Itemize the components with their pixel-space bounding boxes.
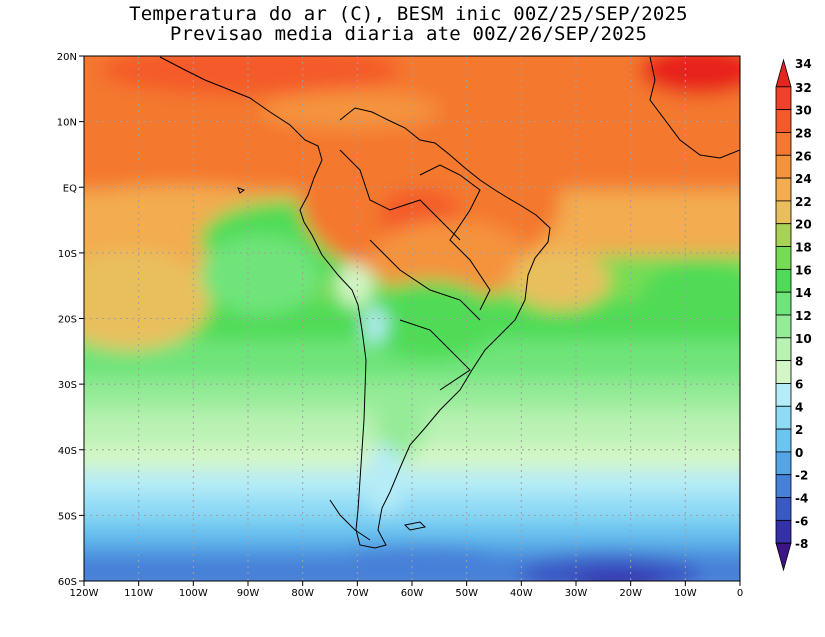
colorbar-swatch: [775, 268, 792, 293]
colorbar-swatch: [775, 314, 792, 339]
colorbar-swatch: [775, 58, 792, 88]
longitude-tick-label: 70W: [346, 588, 369, 599]
colorbar-swatch: [775, 337, 792, 362]
colorbar-swatch: [775, 497, 792, 521]
colorbar-label: 6: [795, 377, 803, 391]
longitude-axis: 120W 110W 100W 90W 80W 70W 60W 50W 40W 30W 20W 10W 0: [70, 581, 743, 599]
map-title-line-2: Previsao media diaria ate 00Z/26/SEP/202…: [169, 23, 648, 45]
colorbar-label: -6: [795, 514, 808, 528]
latitude-tick-label: 30S: [58, 380, 77, 391]
colorbar-swatch: [775, 405, 792, 430]
colorbar-swatch: [775, 451, 792, 476]
colorbar-swatch: [775, 246, 792, 270]
longitude-tick-label: 10W: [674, 588, 697, 599]
longitude-tick-label: 40W: [510, 588, 533, 599]
colorbar-label: 16: [795, 263, 812, 277]
latitude-tick-label: 10N: [57, 118, 77, 129]
colorbar-swatch: [775, 428, 792, 453]
graticule: [84, 56, 740, 581]
longitude-tick-label: 120W: [70, 588, 99, 599]
colorbar-label: 20: [795, 218, 812, 232]
colorbar-swatch: [775, 86, 792, 111]
latitude-tick-label: 40S: [58, 446, 77, 457]
colorbar-swatch: [775, 154, 792, 179]
colorbar-label: 2: [795, 423, 803, 437]
colorbar-label: 32: [795, 81, 812, 95]
colorbar-label: 24: [795, 172, 812, 186]
colorbar-label: 28: [795, 126, 812, 140]
colorbar-swatch: [775, 109, 792, 133]
colorbar-label: 18: [795, 241, 812, 255]
latitude-tick-label: 20N: [57, 52, 77, 63]
colorbar-label: -4: [795, 492, 808, 506]
coastlines: [159, 56, 740, 549]
latitude-tick-label: 10S: [58, 249, 77, 260]
colorbar-label: 34: [795, 57, 812, 71]
longitude-tick-label: 60W: [401, 588, 424, 599]
colorbar-swatch: [775, 360, 792, 384]
longitude-tick-label: 100W: [179, 588, 208, 599]
colorbar-swatch: [775, 519, 792, 544]
longitude-tick-label: 50W: [455, 588, 478, 599]
colorbar-label: 26: [795, 149, 812, 163]
latitude-axis: 20N 10N EQ 10S 20S 30S 40S 50S 60S: [57, 52, 84, 588]
longitude-tick-label: 80W: [291, 588, 314, 599]
colorbar-swatch: [775, 223, 792, 247]
colorbar-swatch: [775, 474, 792, 498]
colorbar-swatch: [775, 291, 792, 316]
colorbar-label: -8: [795, 537, 808, 551]
longitude-tick-label: 20W: [619, 588, 642, 599]
colorbar-swatch: [775, 200, 792, 225]
longitude-tick-label: 0: [737, 588, 743, 599]
colorbar-label: 30: [795, 104, 812, 118]
map-title-line-1: Temperatura do ar (C), BESM inic 00Z/25/…: [129, 3, 688, 25]
colorbar-label: -2: [795, 469, 808, 483]
colorbar-swatch: [775, 177, 792, 202]
longitude-tick-label: 110W: [124, 588, 153, 599]
colorbar-label: 12: [795, 309, 812, 323]
colorbar-swatch: [775, 542, 792, 572]
colorbar-label: 8: [795, 355, 803, 369]
colorbar-swatch: [775, 383, 792, 407]
colorbar-label: 14: [795, 286, 812, 300]
colorbar-label: 22: [795, 195, 812, 209]
latitude-tick-label: EQ: [63, 183, 77, 194]
colorbar-swatch: [775, 132, 792, 156]
latitude-tick-label: 50S: [58, 511, 77, 522]
colorbar-label: 10: [795, 332, 812, 346]
longitude-tick-label: 30W: [565, 588, 588, 599]
latitude-tick-label: 20S: [58, 315, 77, 326]
latitude-tick-label: 60S: [58, 577, 77, 588]
colorbar-label: 4: [795, 400, 803, 414]
colorbar-label: 0: [795, 446, 803, 460]
longitude-tick-label: 90W: [237, 588, 260, 599]
